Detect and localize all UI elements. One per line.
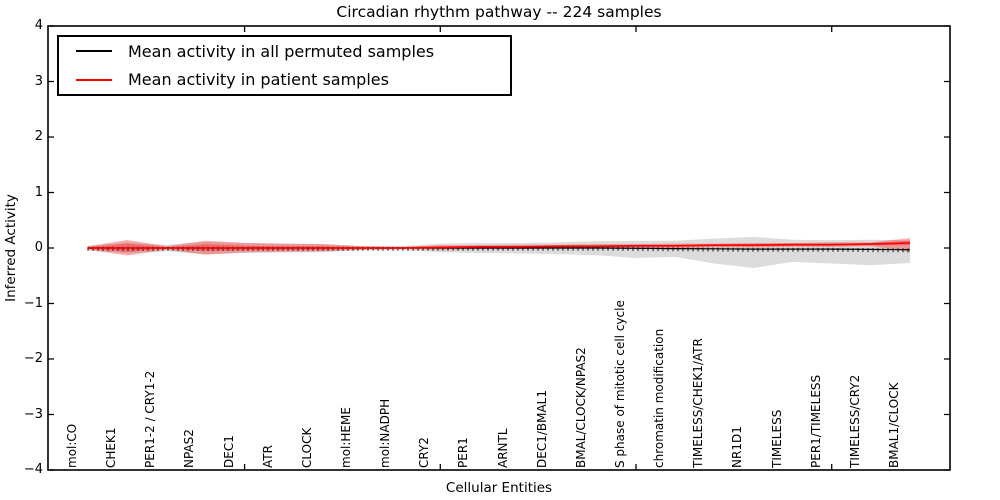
x-category-label: CLOCK [299,427,314,468]
y-tick-label: 2 [34,129,43,144]
x-category-label: DEC1/BMAL1 [534,390,549,468]
x-category-label: PER1 [456,437,471,468]
x-category-label: TIMELESS [769,409,784,468]
x-category-label: NPAS2 [182,429,197,468]
x-category-label: BMAL/CLOCK/NPAS2 [573,347,588,468]
legend-label-permuted: Mean activity in all permuted samples [128,41,435,61]
x-category-label: S phase of mitotic cell cycle [613,300,627,468]
legend-line-sample-red [76,78,112,81]
x-category-label: mol:CO [65,423,79,468]
x-category-label: mol:NADPH [378,398,393,468]
x-category-label: ATR [260,445,275,468]
x-category-label: ARNTL [495,428,510,468]
y-tick-label: −4 [23,462,43,477]
legend: Mean activity in all permuted samples Me… [57,35,512,96]
x-category-label: chromatin modification [652,328,667,468]
legend-item-patient: Mean activity in patient samples [59,66,510,95]
x-category-label: NR1D1 [730,426,745,468]
x-axis-label: Cellular Entities [445,480,553,496]
y-tick-label: −2 [23,351,43,366]
x-category-label: CHEK1 [104,427,119,469]
y-tick-label: 4 [34,18,43,33]
y-tick-label: 3 [34,73,43,89]
legend-line-sample-black [76,50,112,53]
x-category-label: BMAL1/CLOCK [887,382,901,469]
x-category-label: TIMELESS/CHEK1/ATR [691,338,706,468]
y-tick-label: 0 [34,240,43,255]
x-category-label: CRY2 [417,437,432,468]
y-tick-label: 1 [34,184,43,200]
legend-label-patient: Mean activity in patient samples [128,70,389,90]
x-category-label: TIMELESS/CRY2 [847,374,862,468]
x-category-label: DEC1 [221,435,236,468]
y-tick-label: −1 [23,295,43,311]
x-category-label: mol:HEME [339,407,353,468]
x-category-label: PER1-2 / CRY1-2 [143,370,158,468]
y-tick-label: −3 [23,406,43,422]
chart-title: Circadian rhythm pathway -- 224 samples [336,3,662,21]
legend-item-permuted: Mean activity in all permuted samples [59,37,510,66]
x-category-label: PER1/TIMELESS [808,374,823,468]
y-axis-label: Inferred Activity [3,194,19,302]
